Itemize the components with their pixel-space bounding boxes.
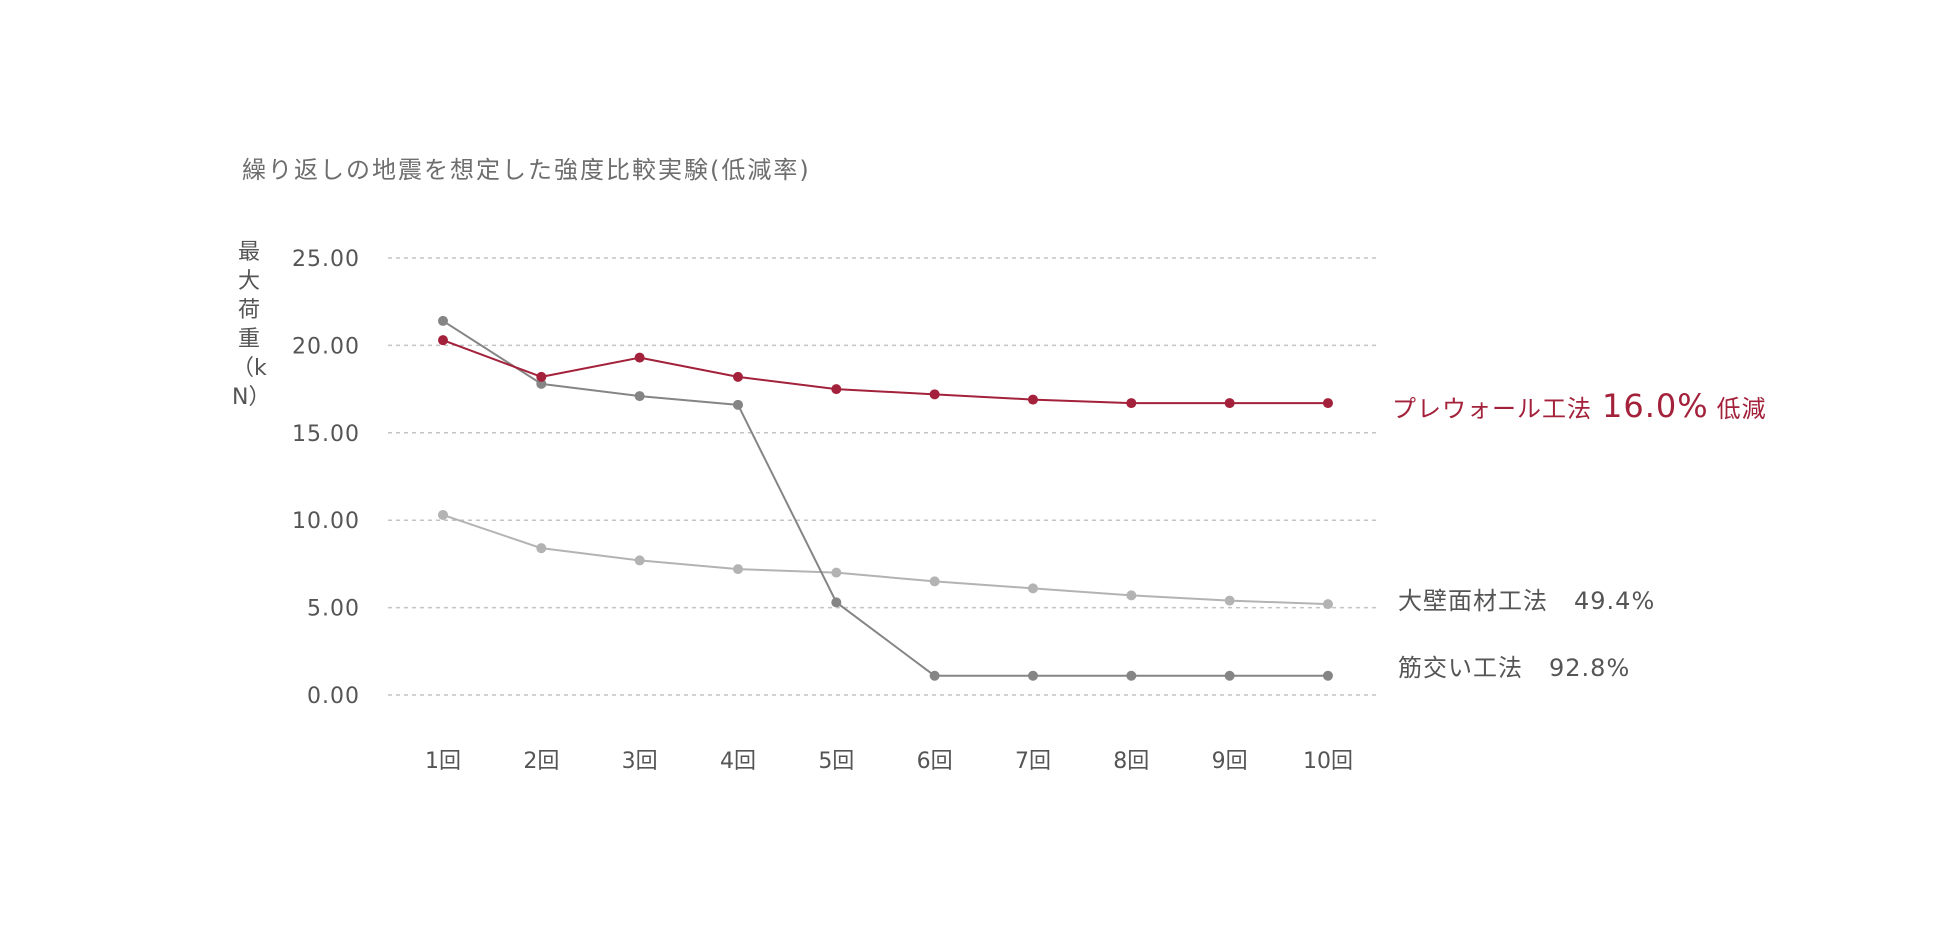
- x-tick-label: 8回: [1113, 749, 1149, 774]
- x-tick-label: 5回: [818, 749, 854, 774]
- series-label-2: 筋交い工法 92.8%: [1398, 654, 1630, 682]
- x-tick-label: 3回: [622, 749, 658, 774]
- data-point: [1126, 590, 1137, 601]
- data-point: [929, 389, 940, 400]
- data-point: [1322, 670, 1333, 681]
- data-point: [438, 335, 448, 346]
- y-tick-label: 5.00: [307, 597, 360, 622]
- data-point: [732, 564, 743, 575]
- y-tick-label: 20.00: [292, 334, 360, 359]
- data-point: [831, 384, 842, 395]
- series-rate: 49.4%: [1574, 587, 1655, 615]
- x-tick-label: 7回: [1015, 749, 1051, 774]
- series-name: プレウォール工法: [1392, 395, 1592, 423]
- y-tick-label: 0.00: [307, 684, 360, 709]
- series-name: 大壁面材工法: [1398, 587, 1548, 615]
- series-label-1: 大壁面材工法 49.4%: [1398, 587, 1655, 615]
- data-point: [1027, 583, 1038, 594]
- series-suffix: 低減: [1717, 395, 1767, 423]
- data-point: [1126, 670, 1137, 681]
- data-point: [1224, 595, 1235, 606]
- data-point: [438, 315, 448, 326]
- data-point: [634, 391, 645, 402]
- data-point: [1224, 670, 1235, 681]
- y-tick-label: 25.00: [292, 247, 360, 272]
- data-point: [1322, 599, 1333, 610]
- x-tick-labels: 1回 2回 3回 4回 5回 6回 7回 8回 9回 10回: [425, 749, 1353, 774]
- x-tick-label: 9回: [1212, 749, 1248, 774]
- data-point: [929, 576, 940, 587]
- data-point: [929, 670, 940, 681]
- series-rate: 92.8%: [1549, 654, 1630, 682]
- data-point: [1322, 398, 1333, 409]
- data-point: [831, 597, 842, 608]
- data-point: [732, 399, 743, 410]
- x-tick-label: 4回: [720, 749, 756, 774]
- series-0: [438, 335, 1333, 409]
- chart-title: 繰り返しの地震を想定した強度比較実験(低減率): [242, 156, 811, 184]
- x-tick-label: 1回: [425, 749, 461, 774]
- data-point: [634, 555, 645, 566]
- data-point: [438, 509, 448, 520]
- series-label-prewall: プレウォール工法 16.0% 低減: [1392, 387, 1767, 425]
- data-point: [634, 352, 645, 363]
- data-point: [1027, 670, 1038, 681]
- grid-layer: [388, 257, 1378, 696]
- y-tick-labels: 25.00 20.00 15.00 10.00 5.00 0.00: [292, 247, 360, 709]
- series-2: [438, 315, 1333, 681]
- data-point: [536, 378, 547, 389]
- data-point: [732, 371, 743, 382]
- y-axis-label: 最大荷重（kN）: [232, 240, 271, 410]
- data-point: [831, 567, 842, 578]
- y-tick-label: 15.00: [292, 422, 360, 447]
- x-tick-label: 2回: [523, 749, 559, 774]
- series-line: [442, 339, 1328, 405]
- series-line: [442, 514, 1329, 606]
- series-layer: [438, 315, 1333, 681]
- series-name: 筋交い工法: [1398, 654, 1523, 682]
- x-tick-label: 10回: [1303, 749, 1353, 774]
- data-point: [536, 371, 547, 382]
- series-rate: 16.0%: [1602, 387, 1709, 425]
- data-point: [1126, 398, 1137, 409]
- y-tick-label: 10.00: [292, 509, 360, 534]
- data-point: [536, 543, 547, 554]
- series-1: [438, 509, 1333, 610]
- data-point: [1224, 398, 1235, 409]
- x-tick-label: 6回: [917, 749, 953, 774]
- data-point: [1027, 394, 1038, 405]
- series-line: [442, 320, 1328, 677]
